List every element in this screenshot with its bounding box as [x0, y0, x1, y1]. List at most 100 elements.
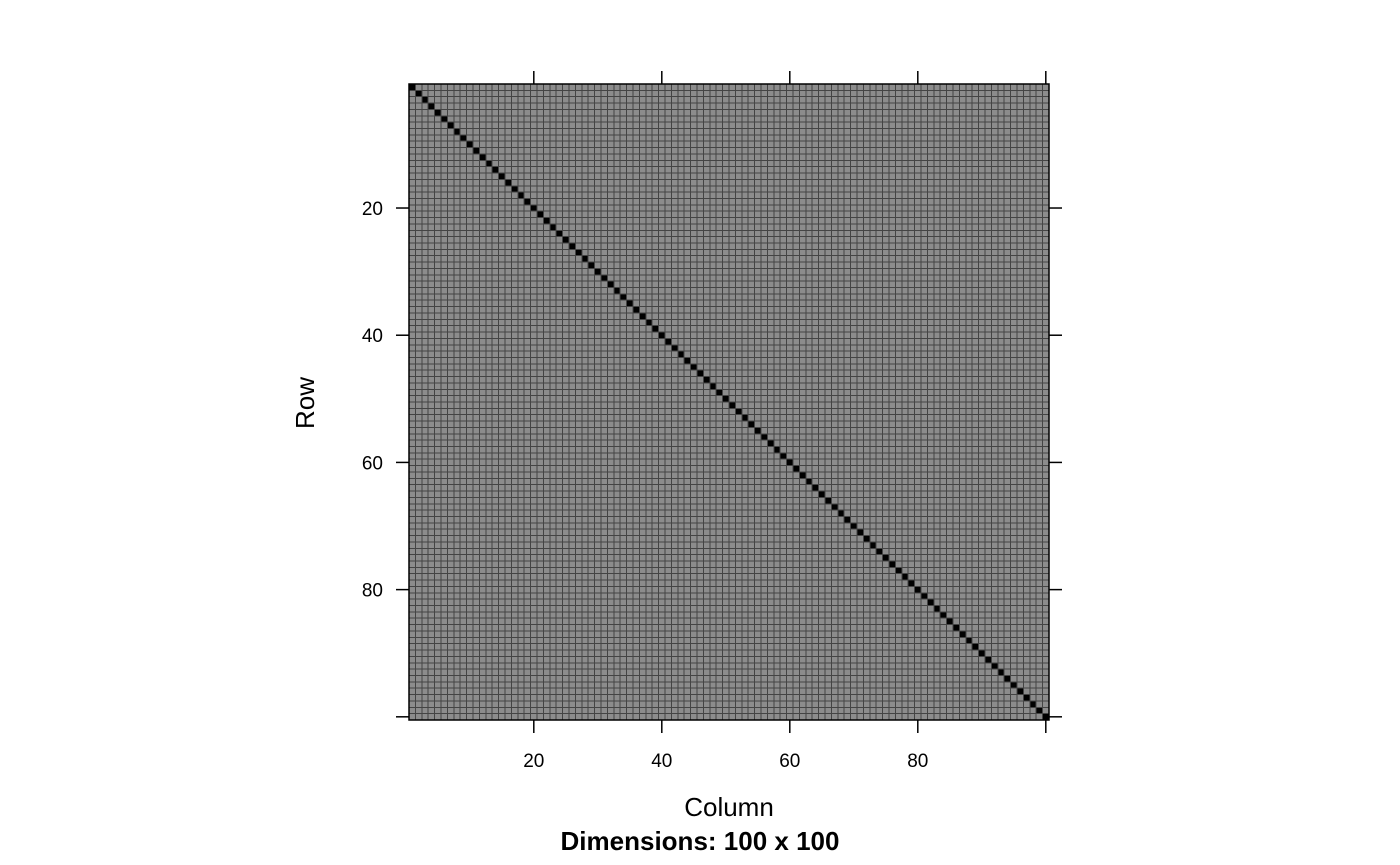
heatmap-cell-diagonal — [953, 624, 960, 631]
heatmap-cell-diagonal — [690, 363, 697, 371]
heatmap-cell-diagonal — [703, 376, 710, 383]
heatmap-cell-diagonal — [537, 211, 544, 218]
heatmap-cell-diagonal — [607, 281, 614, 288]
heatmap-cell-diagonal — [761, 433, 768, 441]
heatmap-cell-diagonal — [735, 408, 742, 415]
heatmap-cell-diagonal — [447, 122, 454, 129]
heatmap-cell-diagonal — [991, 662, 998, 670]
heatmap-cell-diagonal — [895, 567, 902, 574]
heatmap-cells — [408, 83, 1050, 721]
heatmap-cell-diagonal — [978, 650, 985, 657]
heatmap-cell-diagonal — [825, 497, 832, 504]
heatmap-cell-diagonal — [799, 471, 806, 479]
heatmap-cell-diagonal — [626, 300, 633, 307]
heatmap-cell-diagonal — [524, 198, 531, 205]
heatmap-cell-diagonal — [511, 185, 518, 193]
heatmap-cell-diagonal — [428, 103, 435, 110]
heatmap-cell-diagonal — [479, 153, 486, 161]
heatmap-cell-diagonal — [786, 459, 793, 466]
heatmap-cell-diagonal — [857, 529, 864, 536]
x-tick-label: 80 — [907, 751, 928, 772]
heatmap-cell-diagonal — [498, 173, 505, 180]
heatmap-cell-diagonal — [485, 160, 493, 167]
heatmap-cell-diagonal — [569, 243, 576, 250]
heatmap-cell-diagonal — [908, 580, 915, 587]
heatmap-cell-diagonal — [556, 230, 563, 237]
heatmap-cell-diagonal — [837, 510, 845, 517]
heatmap-cell-diagonal — [441, 115, 448, 123]
heatmap-cell-diagonal — [492, 166, 499, 174]
heatmap-cell-diagonal — [741, 414, 749, 422]
heatmap-cell-diagonal — [1004, 675, 1011, 682]
heatmap-cell-diagonal — [473, 147, 480, 154]
heatmap-cell-diagonal — [946, 618, 953, 625]
heatmap-cell-diagonal — [773, 446, 781, 453]
axis-ticks — [396, 71, 1062, 733]
y-tick-label: 60 — [362, 453, 383, 474]
heatmap-cell-diagonal — [709, 382, 717, 390]
heatmap-cell-diagonal — [517, 192, 525, 199]
heatmap-cell-diagonal — [453, 128, 461, 135]
heatmap-cell-diagonal — [460, 134, 467, 142]
y-tick-label: 40 — [362, 326, 383, 347]
heatmap-cell-diagonal — [466, 141, 473, 148]
heatmap-cell-diagonal — [671, 344, 678, 352]
heatmap-cell-diagonal — [748, 421, 755, 428]
heatmap-cell-diagonal — [805, 478, 813, 485]
heatmap-cell-diagonal — [716, 389, 723, 396]
heatmap-cell-diagonal — [997, 669, 1005, 676]
heatmap-cell-diagonal — [415, 90, 422, 97]
heatmap-cell-diagonal — [844, 516, 851, 523]
heatmap-cell-diagonal — [562, 236, 569, 243]
heatmap-cell-diagonal — [581, 255, 589, 263]
heatmap-cell-diagonal — [665, 338, 672, 345]
heatmap-cell-diagonal — [869, 541, 877, 549]
x-tick-label: 40 — [651, 751, 672, 772]
y-axis-title: Row — [290, 377, 320, 429]
heatmap-cell-diagonal — [754, 427, 761, 434]
heatmap-cell-diagonal — [818, 491, 825, 498]
heatmap-cell-diagonal — [633, 306, 640, 313]
heatmap-cell-diagonal — [434, 109, 441, 116]
heatmap-cell-diagonal — [543, 217, 550, 224]
x-tick-label: 20 — [523, 751, 544, 772]
heatmap-cell-diagonal — [901, 573, 909, 581]
heatmap-cell-diagonal — [1010, 681, 1017, 689]
heatmap-cell-diagonal — [985, 656, 992, 663]
y-tick-label: 80 — [362, 581, 383, 602]
heatmap-cell-diagonal — [889, 561, 896, 568]
plot-frame-layer — [408, 83, 1050, 721]
heatmap-cell-diagonal — [933, 605, 941, 612]
heatmap-cell-diagonal — [863, 535, 870, 542]
heatmap-cell-diagonal — [652, 325, 659, 333]
heatmap-cell-diagonal — [1029, 700, 1037, 708]
heatmap-cell-diagonal — [594, 268, 601, 275]
heatmap-cell-diagonal — [684, 357, 691, 364]
heatmap-cell-diagonal — [921, 592, 928, 600]
heatmap-cell-diagonal — [965, 637, 973, 644]
heatmap-cell-diagonal — [780, 452, 787, 460]
heatmap-cell-diagonal — [639, 312, 646, 320]
heatmap-cell-diagonal — [959, 630, 966, 638]
heatmap-cell-diagonal — [876, 548, 883, 555]
heatmap-cell-diagonal — [1036, 707, 1043, 714]
heatmap-cell-diagonal — [409, 84, 416, 91]
heatmap-cell-diagonal — [1017, 688, 1024, 695]
heatmap-cell-diagonal — [1023, 694, 1030, 701]
heatmap-cell-diagonal — [588, 262, 595, 269]
heatmap-cell-diagonal — [549, 223, 557, 231]
heatmap-cell-diagonal — [722, 395, 729, 402]
heatmap-cell-diagonal — [658, 332, 665, 339]
heatmap-cell-diagonal — [767, 440, 774, 447]
heatmap-cell-diagonal — [914, 586, 921, 593]
heatmap-cell-grid — [408, 83, 1050, 721]
heatmap-cell-diagonal — [927, 599, 934, 606]
heatmap-cell-diagonal — [831, 503, 838, 511]
heatmap-cell-diagonal — [882, 554, 889, 561]
heatmap-cell-diagonal — [850, 522, 857, 530]
heatmap-cell-diagonal — [505, 179, 512, 186]
heatmap-cell-diagonal — [812, 484, 819, 492]
heatmap-cell-diagonal — [421, 96, 429, 104]
y-tick-label: 20 — [362, 199, 383, 220]
heatmap-cell-diagonal — [677, 351, 685, 358]
